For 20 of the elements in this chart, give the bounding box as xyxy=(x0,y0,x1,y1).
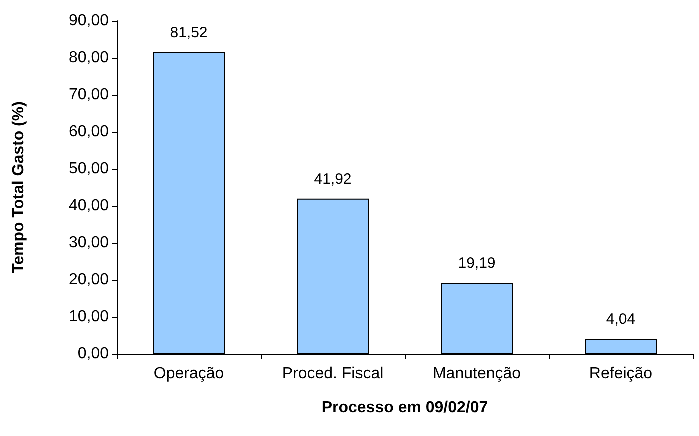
data-label: 41,92 xyxy=(314,170,352,188)
x-tick-label: Proced. Fiscal xyxy=(282,366,384,382)
y-tick-label: 10,00 xyxy=(68,308,110,326)
x-tick-label: Manutenção xyxy=(432,366,522,382)
x-tick-label: Operação xyxy=(154,366,224,382)
y-tick-label: 30,00 xyxy=(68,234,110,252)
data-label: 19,19 xyxy=(458,254,496,272)
y-tick-label: 70,00 xyxy=(68,86,110,104)
data-label: 4,04 xyxy=(606,311,636,328)
y-axis-title: Tempo Total Gasto (%) xyxy=(10,102,28,274)
x-tick-label: Refeição xyxy=(589,366,653,382)
y-tick-label: 40,00 xyxy=(68,198,110,214)
y-tick-label: 60,00 xyxy=(68,124,110,140)
y-tick-label: 80,00 xyxy=(68,50,110,66)
y-tick-label: 50,00 xyxy=(68,160,110,178)
y-tick-label: 90,00 xyxy=(68,12,110,30)
data-label: 81,52 xyxy=(170,24,208,42)
y-tick-label: 20,00 xyxy=(68,272,110,288)
x-axis-title: Processo em 09/02/07 xyxy=(322,400,488,416)
y-tick-label: 0,00 xyxy=(78,346,110,362)
